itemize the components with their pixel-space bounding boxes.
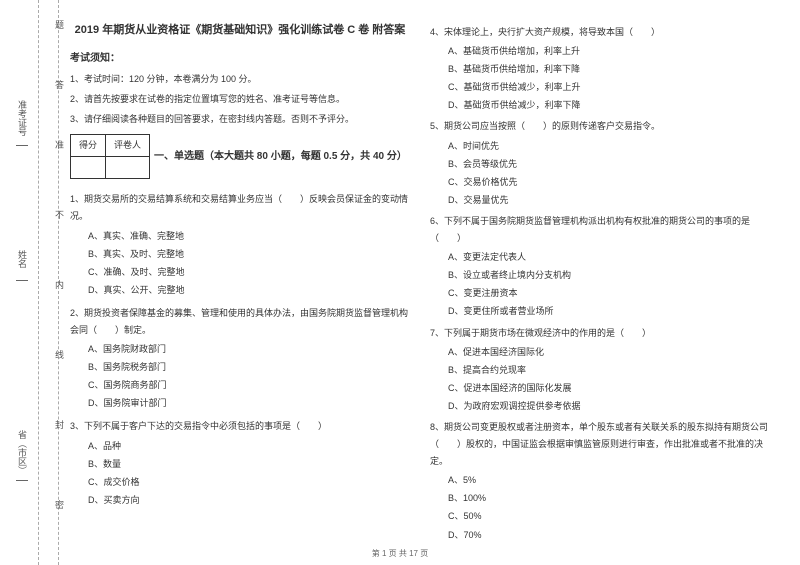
option-b: B、会员等级优先 — [448, 156, 770, 173]
option-d: D、基础货币供给减少，利率下降 — [448, 97, 770, 114]
option-a: A、时间优先 — [448, 138, 770, 155]
option-b: B、设立或者终止境内分支机构 — [448, 267, 770, 284]
margin-label: 内 — [53, 280, 66, 289]
notice-heading: 考试须知： — [70, 49, 410, 68]
question-8: 8、期货公司变更股权或者注册资本，单个股东或者有关联关系的股东拟持有期货公司（ … — [430, 419, 770, 544]
margin-label: 密 — [53, 500, 66, 509]
margin-label: 不 — [53, 210, 66, 219]
margin-label: 题 — [53, 20, 66, 29]
option-a: A、国务院财政部门 — [88, 341, 410, 358]
page-body: 2019 年期货从业资格证《期货基础知识》强化训练试卷 C 卷 附答案 考试须知… — [0, 0, 800, 559]
margin-label: 准考证号 — [16, 100, 29, 136]
option-b: B、数量 — [88, 456, 410, 473]
question-options: A、国务院财政部门 B、国务院税务部门 C、国务院商务部门 D、国务院审计部门 — [70, 341, 410, 412]
option-b: B、提高合约兑现率 — [448, 362, 770, 379]
margin-label: 封 — [53, 420, 66, 429]
question-3: 3、下列不属于客户下达的交易指令中必须包括的事项是（ ） A、品种 B、数量 C… — [70, 418, 410, 508]
option-c: C、交易价格优先 — [448, 174, 770, 191]
question-7: 7、下列属于期货市场在微观经济中的作用的是（ ） A、促进本国经济国际化 B、提… — [430, 325, 770, 415]
option-c: C、50% — [448, 508, 770, 525]
underline — [16, 480, 28, 481]
grader-col-header: 评卷人 — [106, 135, 150, 157]
option-a: A、变更法定代表人 — [448, 249, 770, 266]
option-a: A、基础货币供给增加，利率上升 — [448, 43, 770, 60]
left-column: 2019 年期货从业资格证《期货基础知识》强化训练试卷 C 卷 附答案 考试须知… — [70, 20, 410, 544]
option-d: D、为政府宏观调控提供参考依据 — [448, 398, 770, 415]
option-d: D、70% — [448, 527, 770, 544]
margin-label: 准 — [53, 140, 66, 149]
question-6: 6、下列不属于国务院期货监督管理机构派出机构有权批准的期货公司的事项的是（ ） … — [430, 213, 770, 321]
option-a: A、促进本国经济国际化 — [448, 344, 770, 361]
score-cell — [71, 157, 106, 179]
score-col-header: 得分 — [71, 135, 106, 157]
option-c: C、准确、及时、完整地 — [88, 264, 410, 281]
notice-line: 1、考试时间：120 分钟，本卷满分为 100 分。 — [70, 71, 410, 88]
question-4: 4、宋体理论上，央行扩大资产规模，将导致本国（ ） A、基础货币供给增加，利率上… — [430, 24, 770, 114]
question-text: 5、期货公司应当按照（ ）的原则传递客户交易指令。 — [430, 118, 770, 135]
question-text: 7、下列属于期货市场在微观经济中的作用的是（ ） — [430, 325, 770, 342]
right-column: 4、宋体理论上，央行扩大资产规模，将导致本国（ ） A、基础货币供给增加，利率上… — [430, 20, 770, 544]
section-a-title: 一、单选题（本大题共 80 小题，每题 0.5 分，共 40 分） — [154, 147, 407, 166]
question-text: 1、期货交易所的交易结算系统和交易结算业务应当（ ）反映会员保证金的变动情况。 — [70, 191, 410, 225]
option-d: D、国务院审计部门 — [88, 395, 410, 412]
question-1: 1、期货交易所的交易结算系统和交易结算业务应当（ ）反映会员保证金的变动情况。 … — [70, 191, 410, 299]
dashed-line — [38, 0, 39, 565]
question-options: A、时间优先 B、会员等级优先 C、交易价格优先 D、交易量优先 — [430, 138, 770, 209]
option-c: C、国务院商务部门 — [88, 377, 410, 394]
question-5: 5、期货公司应当按照（ ）的原则传递客户交易指令。 A、时间优先 B、会员等级优… — [430, 118, 770, 208]
option-c: C、促进本国经济的国际化发展 — [448, 380, 770, 397]
question-options: A、真实、准确、完整地 B、真实、及时、完整地 C、准确、及时、完整地 D、真实… — [70, 228, 410, 299]
question-options: A、品种 B、数量 C、成交价格 D、买卖方向 — [70, 438, 410, 509]
option-b: B、真实、及时、完整地 — [88, 246, 410, 263]
margin-label: 答 — [53, 80, 66, 89]
question-text: 2、期货投资者保障基金的募集、管理和使用的具体办法，由国务院期货监督管理机构会同… — [70, 305, 410, 339]
option-a: A、真实、准确、完整地 — [88, 228, 410, 245]
question-options: A、变更法定代表人 B、设立或者终止境内分支机构 C、变更注册资本 D、变更住所… — [430, 249, 770, 320]
page-footer: 第 1 页 共 17 页 — [0, 548, 800, 559]
grader-cell — [106, 157, 150, 179]
option-c: C、成交价格 — [88, 474, 410, 491]
question-text: 8、期货公司变更股权或者注册资本，单个股东或者有关联关系的股东拟持有期货公司（ … — [430, 419, 770, 470]
underline — [16, 280, 28, 281]
option-b: B、基础货币供给增加，利率下降 — [448, 61, 770, 78]
question-options: A、5% B、100% C、50% D、70% — [430, 472, 770, 543]
notice-line: 3、请仔细阅读各种题目的回答要求，在密封线内答题。否则不予评分。 — [70, 111, 410, 128]
question-text: 4、宋体理论上，央行扩大资产规模，将导致本国（ ） — [430, 24, 770, 41]
option-c: C、变更注册资本 — [448, 285, 770, 302]
option-b: B、国务院税务部门 — [88, 359, 410, 376]
question-options: A、促进本国经济国际化 B、提高合约兑现率 C、促进本国经济的国际化发展 D、为… — [430, 344, 770, 415]
margin-label: 姓名 — [16, 250, 29, 268]
binding-margin: 题 答 准考证号 准 不 姓名 内 线 封 省（市区） 密 — [8, 0, 58, 565]
option-b: B、100% — [448, 490, 770, 507]
option-d: D、买卖方向 — [88, 492, 410, 509]
notice-line: 2、请首先按要求在试卷的指定位置填写您的姓名、准考证号等信息。 — [70, 91, 410, 108]
option-d: D、变更住所或者营业场所 — [448, 303, 770, 320]
question-2: 2、期货投资者保障基金的募集、管理和使用的具体办法，由国务院期货监督管理机构会同… — [70, 305, 410, 413]
option-a: A、5% — [448, 472, 770, 489]
option-d: D、交易量优先 — [448, 192, 770, 209]
option-c: C、基础货币供给减少，利率上升 — [448, 79, 770, 96]
question-options: A、基础货币供给增加，利率上升 B、基础货币供给增加，利率下降 C、基础货币供给… — [430, 43, 770, 114]
option-a: A、品种 — [88, 438, 410, 455]
score-table: 得分 评卷人 — [70, 134, 150, 179]
margin-label: 省（市区） — [16, 430, 29, 475]
question-text: 6、下列不属于国务院期货监督管理机构派出机构有权批准的期货公司的事项的是（ ） — [430, 213, 770, 247]
option-d: D、真实、公开、完整地 — [88, 282, 410, 299]
underline — [16, 145, 28, 146]
exam-title: 2019 年期货从业资格证《期货基础知识》强化训练试卷 C 卷 附答案 — [70, 20, 410, 41]
margin-label: 线 — [53, 350, 66, 359]
question-text: 3、下列不属于客户下达的交易指令中必须包括的事项是（ ） — [70, 418, 410, 435]
